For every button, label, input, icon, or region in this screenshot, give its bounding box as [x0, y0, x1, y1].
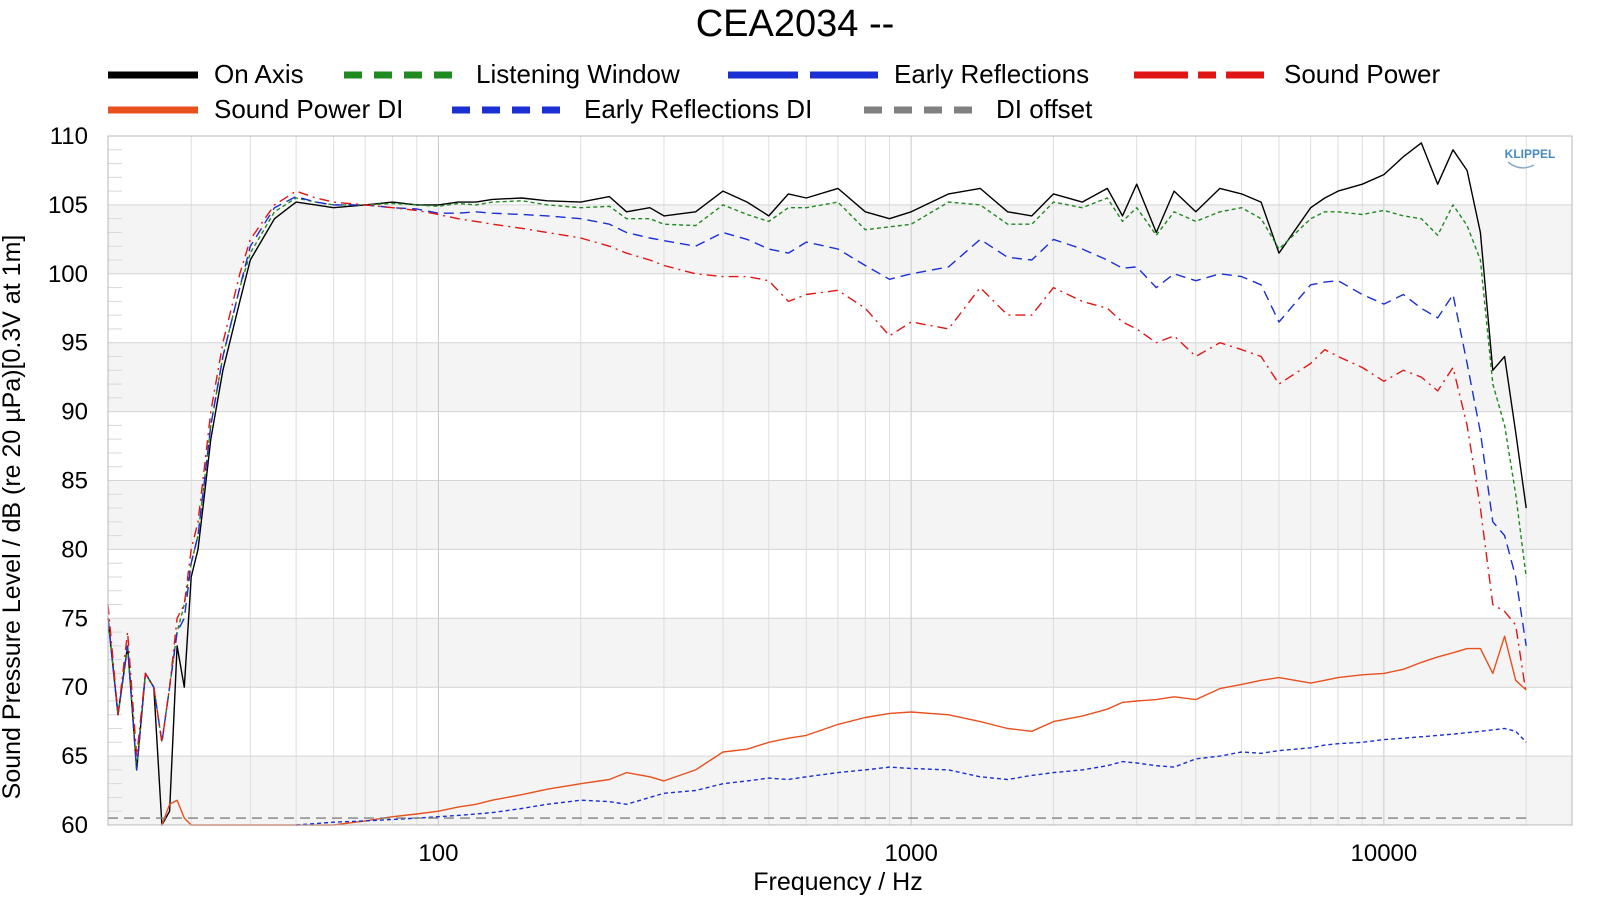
klippel-logo: KLIPPEL — [1505, 147, 1556, 169]
legend-item-sound-power: Sound Power — [1134, 59, 1440, 89]
x-tick-label: 10000 — [1351, 840, 1418, 867]
legend-item-early-reflections-di: Early Reflections DI — [452, 94, 812, 124]
x-tick-label: 100 — [418, 840, 458, 867]
legend-label-sound-power-di: Sound Power DI — [214, 94, 403, 124]
y-tick-label: 85 — [61, 468, 88, 495]
series-early-reflections-di — [296, 727, 1527, 826]
x-axis-ticks: 100 1000 10000 — [418, 840, 1417, 867]
y-tick-label: 65 — [61, 743, 88, 770]
plot-series — [107, 142, 1527, 826]
y-tick-label: 60 — [61, 812, 88, 839]
y-axis-label: Sound Pressure Level / dB (re 20 µPa)[0.… — [0, 235, 26, 800]
plot-band — [108, 480, 1572, 550]
chart-legend: On Axis Listening Window Early Reflectio… — [108, 59, 1440, 124]
y-tick-label: 95 — [61, 330, 88, 357]
plot-band — [108, 204, 1572, 274]
y-tick-label: 105 — [48, 192, 88, 219]
legend-item-early-reflections: Early Reflections — [728, 59, 1089, 89]
klippel-logo-text: KLIPPEL — [1505, 147, 1556, 161]
y-tick-label: 90 — [61, 399, 88, 426]
series-on-axis — [107, 142, 1527, 826]
y-tick-label: 80 — [61, 536, 88, 563]
plot-band — [108, 618, 1572, 688]
klippel-logo-swoosh — [1507, 161, 1535, 169]
y-tick-label: 70 — [61, 674, 88, 701]
legend-item-listening-window: Listening Window — [344, 59, 680, 89]
legend-label-listening-window: Listening Window — [476, 59, 680, 89]
y-tick-label: 110 — [50, 123, 88, 150]
plot-frame — [107, 135, 1573, 826]
x-axis-label: Frequency / Hz — [753, 868, 923, 896]
legend-label-sound-power: Sound Power — [1284, 59, 1440, 89]
plot-band — [108, 756, 1572, 825]
legend-label-di-offset: DI offset — [996, 94, 1093, 124]
legend-item-sound-power-di: Sound Power DI — [108, 94, 403, 124]
legend-item-di-offset: DI offset — [864, 94, 1093, 124]
chart-title: CEA2034 -- — [696, 3, 895, 45]
legend-label-early-reflections-di: Early Reflections DI — [584, 94, 812, 124]
series-early-reflections — [107, 195, 1527, 771]
series-sound-power — [107, 190, 1527, 757]
legend-item-on-axis: On Axis — [108, 59, 304, 89]
y-tick-label: 75 — [61, 605, 88, 632]
legend-label-early-reflections: Early Reflections — [894, 59, 1089, 89]
plot-band — [108, 342, 1572, 412]
y-tick-label: 100 — [48, 261, 88, 288]
y-axis-ticks: 60 65 70 75 80 85 90 95 100 105 110 — [48, 123, 88, 839]
legend-label-on-axis: On Axis — [214, 59, 304, 89]
x-tick-label: 1000 — [884, 840, 937, 867]
